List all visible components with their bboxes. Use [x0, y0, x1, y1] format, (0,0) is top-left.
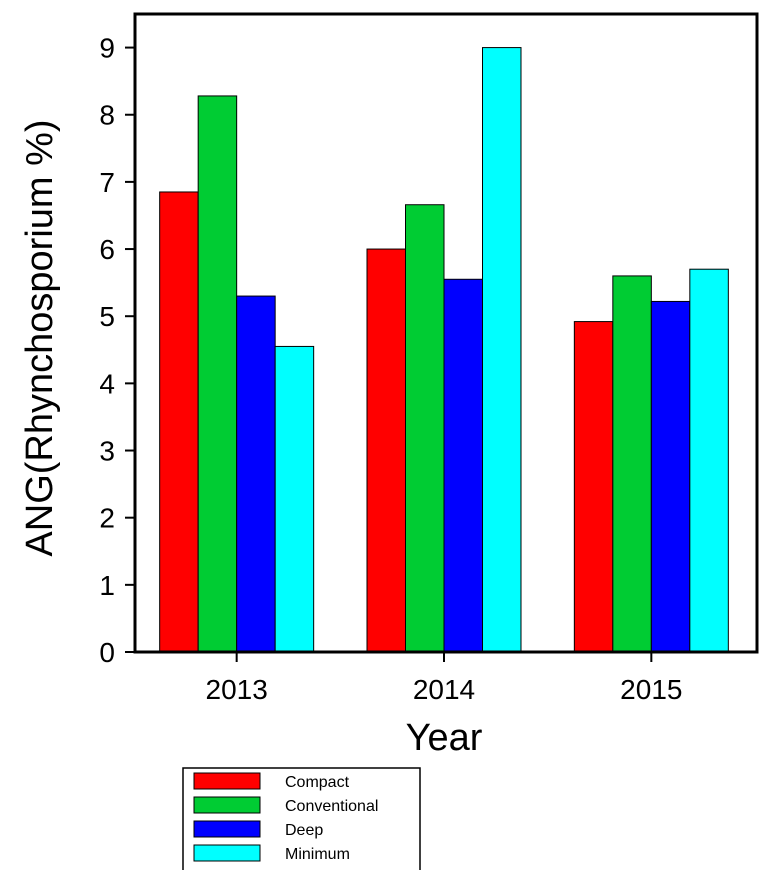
- bar-minimum-2015: [689, 268, 729, 653]
- legend-swatch-minimum: [193, 844, 261, 862]
- y-tick-label: 4: [99, 368, 115, 399]
- plot-frame: [133, 12, 759, 654]
- bars-group: [159, 47, 729, 653]
- bar-conventional-2015: [612, 275, 652, 653]
- bar-compact-2014: [366, 248, 406, 653]
- legend: Compact Conventional Deep Minimum: [182, 767, 421, 870]
- y-tick-label: 6: [99, 234, 115, 265]
- y-tick-label: 7: [99, 167, 115, 198]
- bar-minimum-2013: [274, 345, 315, 653]
- bar-conventional-2014: [405, 204, 445, 653]
- bar-deep-2014: [443, 278, 483, 653]
- bar-deep-2013: [236, 295, 276, 653]
- legend-label-conventional: Conventional: [285, 798, 378, 815]
- y-axis: 0 1 2 3 4 5 6 7 8 9: [99, 33, 135, 668]
- legend-swatch-deep: [193, 820, 261, 838]
- bar-conventional-2013: [197, 95, 238, 653]
- bar-compact-2015: [573, 321, 614, 653]
- x-tick-label: 2013: [206, 674, 268, 705]
- y-tick-label: 3: [99, 436, 115, 467]
- y-axis-title: ANG(Rhynchosporium %): [19, 119, 61, 556]
- bar-minimum-2014: [482, 47, 522, 653]
- legend-label-deep: Deep: [285, 822, 323, 839]
- y-tick-label: 9: [99, 33, 115, 64]
- legend-swatch-conventional: [193, 796, 261, 814]
- y-tick-label: 0: [99, 637, 115, 668]
- x-tick-label: 2015: [620, 674, 682, 705]
- y-tick-label: 1: [99, 570, 115, 601]
- x-axis: 2013 2014 2015: [206, 652, 682, 705]
- legend-label-minimum: Minimum: [285, 846, 350, 863]
- y-tick-label: 8: [99, 100, 115, 131]
- bar-deep-2015: [650, 300, 691, 653]
- x-tick-label: 2014: [413, 674, 475, 705]
- y-tick-label: 5: [99, 301, 115, 332]
- x-axis-title: Year: [406, 717, 483, 759]
- legend-swatch-compact: [193, 772, 261, 790]
- legend-label-compact: Compact: [285, 774, 350, 791]
- y-tick-label: 2: [99, 503, 115, 534]
- bar-compact-2013: [159, 191, 199, 653]
